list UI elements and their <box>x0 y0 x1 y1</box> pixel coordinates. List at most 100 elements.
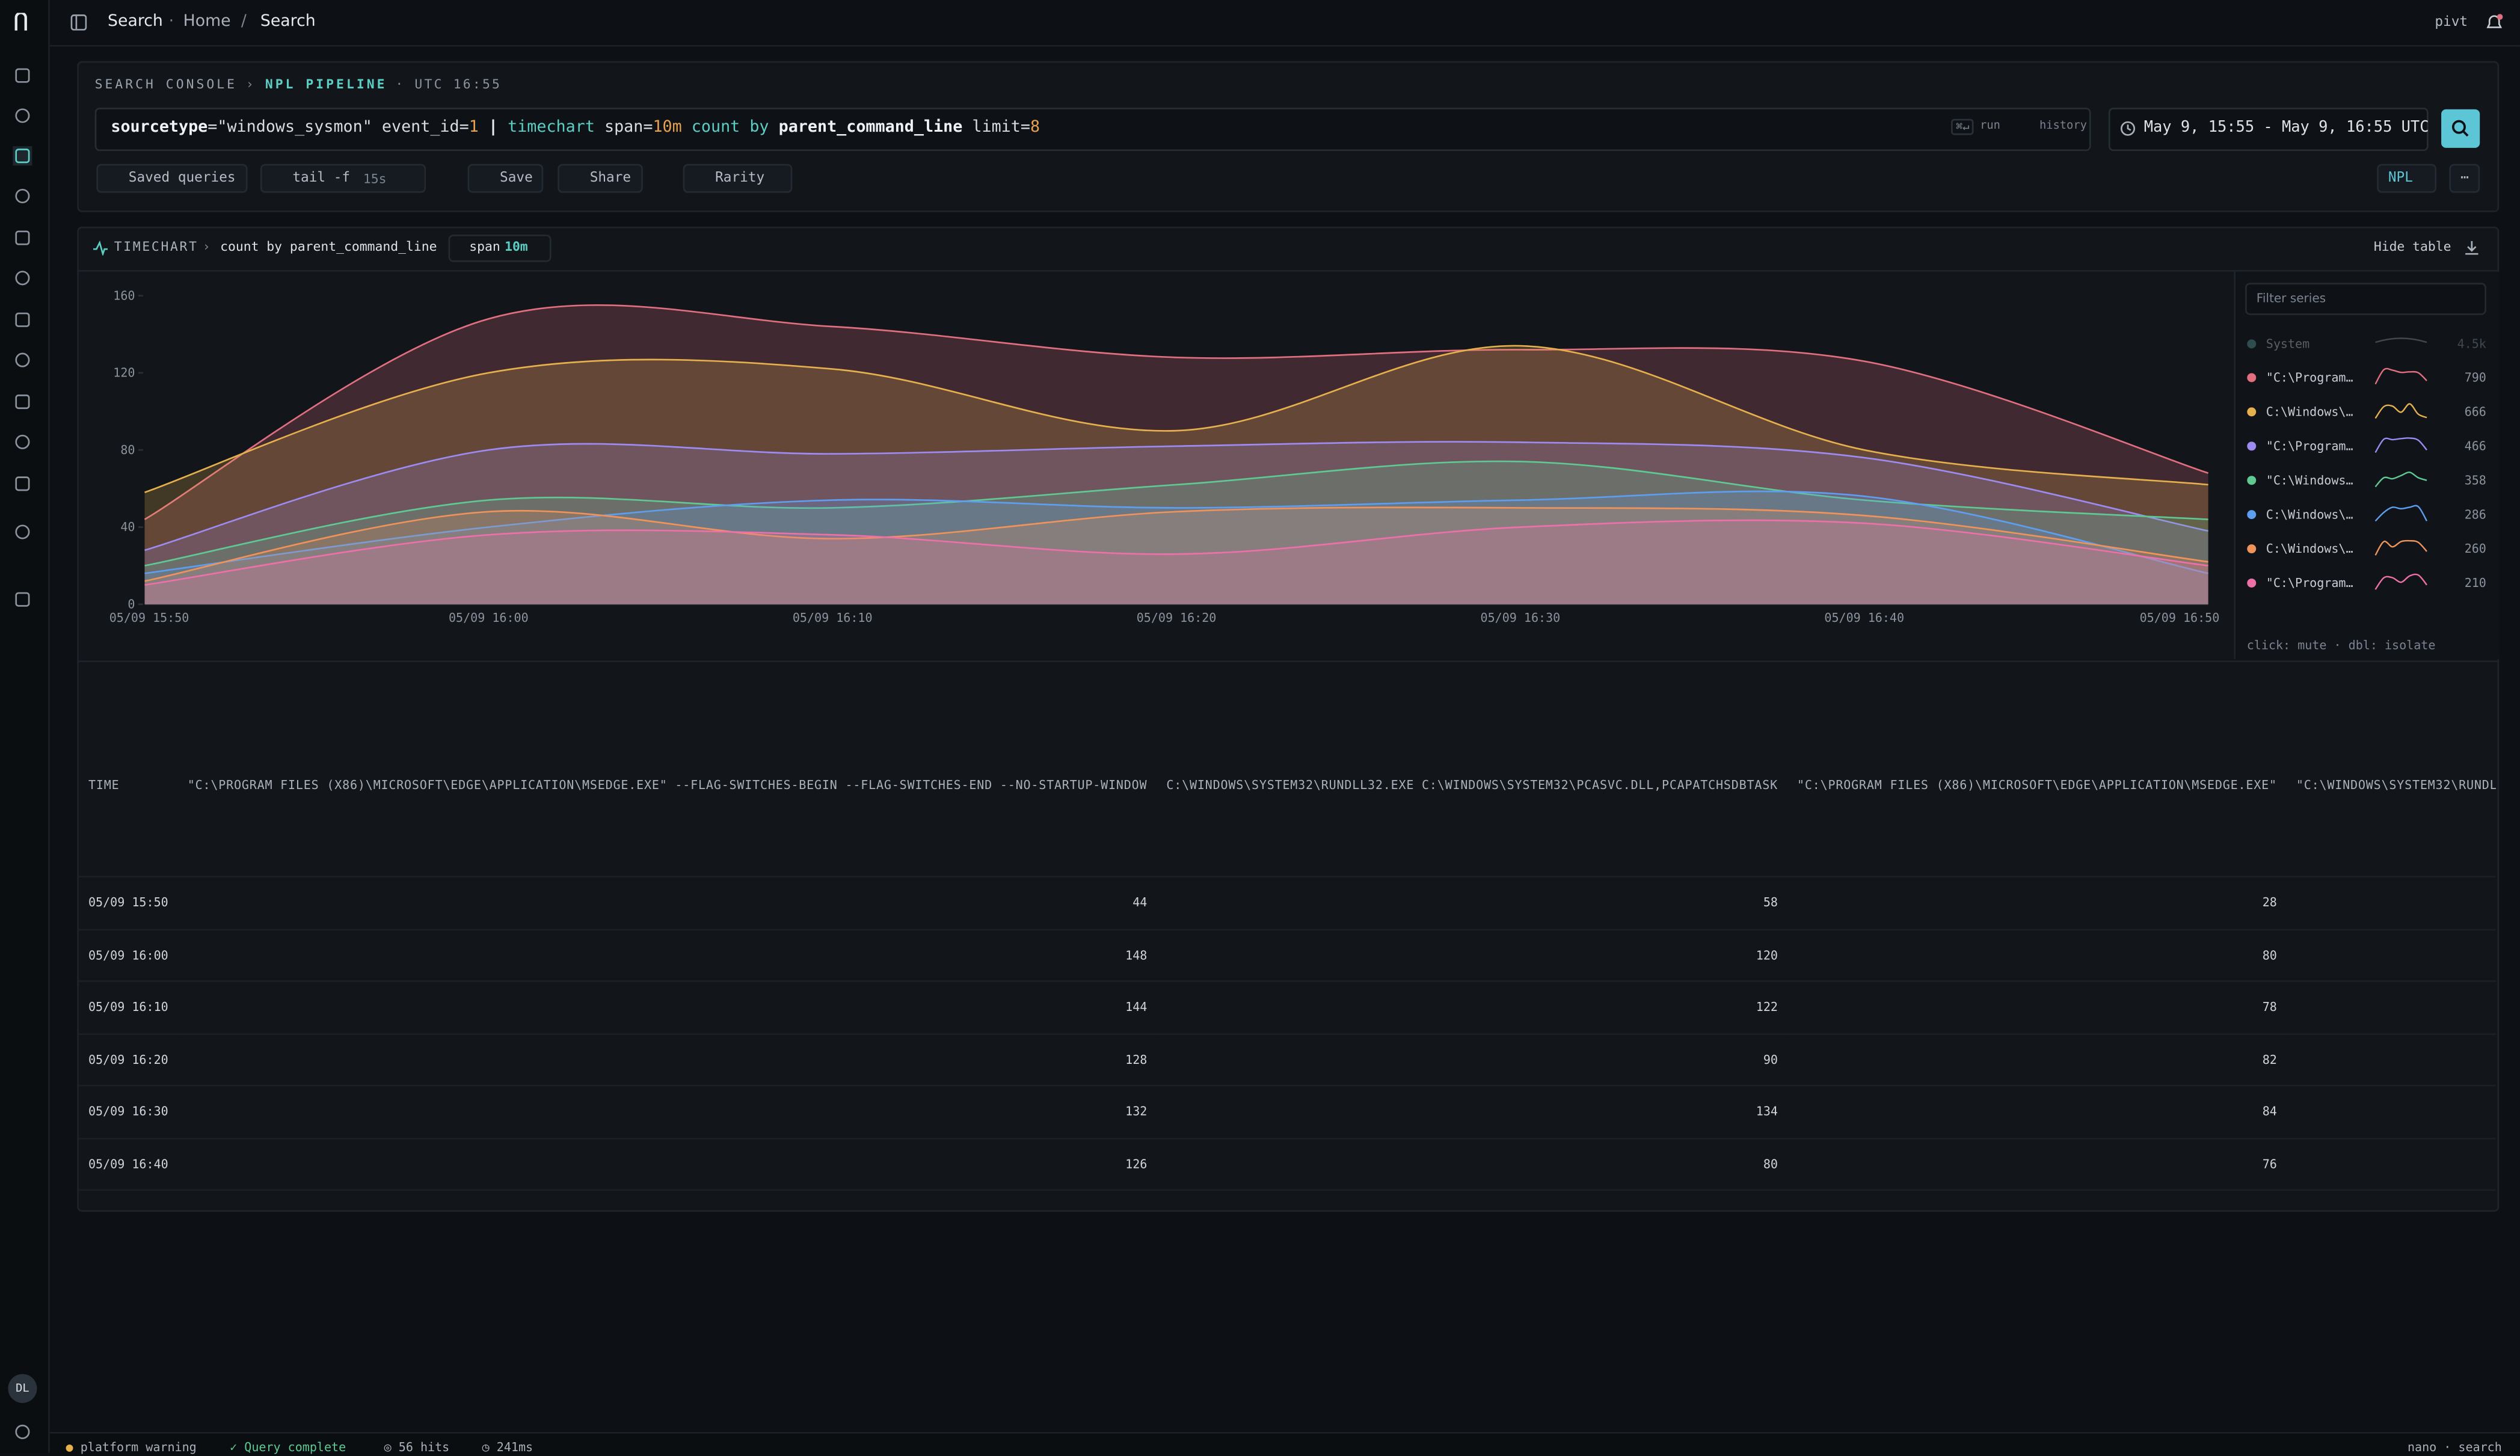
value-cell: 50 <box>2286 980 2496 1034</box>
hide-table[interactable]: Hide table <box>2373 239 2451 254</box>
console-title: SEARCH CONSOLE <box>94 77 237 92</box>
search-icon[interactable] <box>2451 119 2470 138</box>
share-button[interactable]: Share <box>558 164 642 193</box>
query-input[interactable] <box>94 108 2091 152</box>
legend-label: C:\Windows\… <box>2266 541 2353 556</box>
nav-icon[interactable] <box>13 474 32 493</box>
saved-queries[interactable]: Saved queries <box>96 164 247 193</box>
span-label[interactable]: span <box>469 239 500 254</box>
legend-item[interactable]: C:\Windows\… 666 <box>2247 403 2486 419</box>
query-token: | <box>478 118 508 137</box>
query-token: sourcetype <box>111 118 208 137</box>
nav-glyph <box>15 230 30 245</box>
save-button[interactable]: Save <box>467 164 544 193</box>
legend-item[interactable]: "C:\Program… 790 <box>2247 367 2486 385</box>
legend-item[interactable]: C:\Windows\… 286 <box>2247 505 2486 522</box>
timechart: 0 40 80 120 160 05/09 15:50 05/09 16:00 05/09 1… <box>109 288 2220 625</box>
nav-icon[interactable] <box>13 1422 32 1442</box>
avatar[interactable]: DL <box>8 1374 37 1403</box>
notifications[interactable] <box>2485 13 2504 32</box>
series-area <box>144 491 2208 604</box>
y-tick-label: 160 <box>113 288 135 303</box>
value-cell: 144 <box>177 980 1157 1034</box>
legend-item[interactable]: "C:\Program… 210 <box>2247 573 2486 590</box>
span-value[interactable]: 10m <box>505 239 528 254</box>
user[interactable]: pivt <box>2435 14 2468 31</box>
nav-icon[interactable] <box>13 228 32 247</box>
rarity-button[interactable]: Rarity <box>683 164 792 193</box>
x-tick-label: 05/09 16:40 <box>1824 610 1904 625</box>
nav-icon[interactable] <box>13 522 32 541</box>
nav-icon[interactable] <box>13 590 32 609</box>
query-token: count by <box>681 118 779 137</box>
nav-icon[interactable] <box>13 351 32 370</box>
column-header: C:\WINDOWS\SYSTEM32\RUNDLL32.EXE C:\WIND… <box>1166 778 1778 793</box>
query-text[interactable]: sourcetype="windows_sysmon" event_id=1 |… <box>111 119 1040 137</box>
status-hits: ◎ 56 hits <box>384 1440 450 1455</box>
nav-icon[interactable] <box>13 310 32 330</box>
legend-item[interactable]: C:\Windows\… 260 <box>2247 539 2486 556</box>
nav-icon[interactable] <box>13 146 32 166</box>
status-hits-text: 56 hits <box>398 1440 450 1455</box>
sidebar-toggle[interactable] <box>70 14 87 31</box>
legend-item[interactable]: System 4.5k <box>2247 337 2486 351</box>
status-bar <box>49 1431 2520 1456</box>
x-tick-label: 05/09 16:30 <box>1481 610 1561 625</box>
status-warning-text[interactable]: platform warning <box>80 1440 197 1455</box>
language[interactable]: NPL <box>2377 164 2438 193</box>
legend-item[interactable]: "C:\Program… 466 <box>2247 437 2486 453</box>
value-cell: 90 <box>1157 1032 1788 1086</box>
nav-glyph <box>15 434 30 449</box>
results-table: TIME "C:\PROGRAM FILES (X86)\MICROSOFT\ED… <box>78 694 2496 1206</box>
legend-sparkline <box>2374 367 2427 385</box>
nav-icon[interactable] <box>13 186 32 206</box>
download[interactable] <box>2463 239 2480 256</box>
nav-icon[interactable] <box>13 432 32 452</box>
status-warning[interactable]: ● platform warning <box>66 1440 197 1455</box>
sidebar <box>0 0 50 1453</box>
legend-swatch <box>2247 339 2257 349</box>
query-token: 1 <box>469 118 479 137</box>
query-token: parent_command_line <box>778 118 963 137</box>
legend-total: 666 <box>2465 405 2486 419</box>
series-line <box>144 304 2209 520</box>
legend <box>2234 271 2500 659</box>
value-cell: 38 <box>1787 1189 2287 1206</box>
value-cell: 132 <box>177 1084 1157 1138</box>
nav-glyph <box>15 312 30 327</box>
nav-icon[interactable] <box>13 268 32 287</box>
legend-total: 790 <box>2465 370 2486 385</box>
series-line <box>144 441 2208 551</box>
value-cell: 44 <box>177 876 1157 929</box>
history-hint[interactable]: history <box>2039 118 2087 132</box>
table-row: 05/09 16:50686238441622 <box>78 1189 2496 1206</box>
legend-item[interactable]: "C:\Windows… 358 <box>2247 472 2486 487</box>
value-cell: 54 <box>2286 928 2496 981</box>
breadcrumb: Search <box>260 13 316 31</box>
more-button[interactable]: ⋯ <box>2449 164 2480 193</box>
time-range-text[interactable]: May 9, 15:55 - May 9, 16:55 UTC <box>2144 118 2429 137</box>
time-cell: 05/09 16:40 <box>78 1137 178 1190</box>
legend-sparkline <box>2374 472 2427 488</box>
tail-button[interactable]: tail -f <box>260 164 426 193</box>
filter-placeholder[interactable]: Filter series <box>2256 290 2326 306</box>
nav-icon[interactable] <box>13 392 32 411</box>
table-row: 05/09 16:401268076545646 <box>78 1137 2496 1190</box>
legend-label: "C:\Windows… <box>2266 473 2353 487</box>
nav-icon[interactable] <box>13 106 32 125</box>
breadcrumb[interactable]: Home <box>183 13 231 31</box>
nav-glyph <box>15 524 30 539</box>
value-cell: 58 <box>1157 876 1788 929</box>
nav-icon[interactable] <box>13 66 32 85</box>
query-token: span= <box>594 118 653 137</box>
filter-input[interactable] <box>2245 283 2486 315</box>
column-header: "C:\WINDOWS\SYSTEM32\RUNDLL32.EXE" <box>2296 778 2496 793</box>
value-cell: 28 <box>1787 876 2287 929</box>
value-cell: 82 <box>1787 1032 2287 1086</box>
time-range[interactable] <box>2108 108 2429 152</box>
search-button[interactable] <box>2441 109 2480 148</box>
legend-sparkline <box>2375 337 2427 343</box>
nav-glyph <box>15 68 30 83</box>
span-selector[interactable] <box>448 235 552 262</box>
